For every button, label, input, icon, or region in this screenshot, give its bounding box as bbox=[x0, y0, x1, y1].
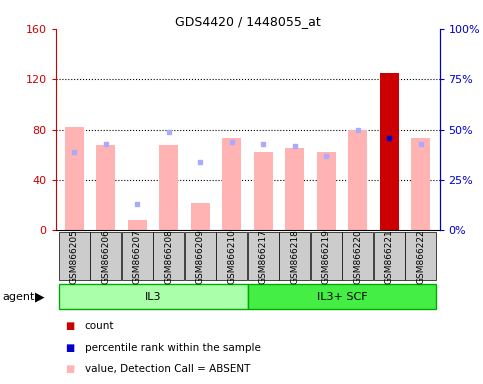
Bar bbox=[285, 149, 304, 230]
Text: agent: agent bbox=[2, 291, 35, 302]
Text: IL3: IL3 bbox=[145, 291, 161, 302]
Text: GSM866205: GSM866205 bbox=[70, 229, 79, 284]
Text: GSM866219: GSM866219 bbox=[322, 229, 331, 284]
Text: GSM866208: GSM866208 bbox=[164, 229, 173, 284]
Text: IL3+ SCF: IL3+ SCF bbox=[317, 291, 367, 302]
Text: ▶: ▶ bbox=[35, 290, 44, 303]
Bar bbox=[348, 129, 367, 230]
Text: ■: ■ bbox=[65, 343, 74, 353]
Bar bbox=[411, 138, 430, 230]
Text: ■: ■ bbox=[65, 364, 74, 374]
Bar bbox=[65, 127, 84, 230]
Bar bbox=[317, 152, 336, 230]
Text: GSM866218: GSM866218 bbox=[290, 229, 299, 284]
Text: percentile rank within the sample: percentile rank within the sample bbox=[85, 343, 260, 353]
Text: value, Detection Call = ABSENT: value, Detection Call = ABSENT bbox=[85, 364, 250, 374]
Text: GSM866220: GSM866220 bbox=[353, 229, 362, 284]
Text: GSM866221: GSM866221 bbox=[384, 229, 394, 284]
Bar bbox=[159, 145, 178, 230]
Bar bbox=[222, 138, 241, 230]
Text: GSM866217: GSM866217 bbox=[259, 229, 268, 284]
Text: GSM866222: GSM866222 bbox=[416, 229, 425, 284]
Text: ■: ■ bbox=[65, 321, 74, 331]
Bar bbox=[128, 220, 147, 230]
Text: GSM866207: GSM866207 bbox=[133, 229, 142, 284]
Bar bbox=[254, 152, 273, 230]
Text: GSM866210: GSM866210 bbox=[227, 229, 236, 284]
Text: count: count bbox=[85, 321, 114, 331]
Title: GDS4420 / 1448055_at: GDS4420 / 1448055_at bbox=[175, 15, 320, 28]
Bar bbox=[191, 203, 210, 230]
Text: GSM866209: GSM866209 bbox=[196, 229, 205, 284]
Text: GSM866206: GSM866206 bbox=[101, 229, 111, 284]
Bar bbox=[380, 73, 398, 230]
Bar bbox=[97, 145, 115, 230]
